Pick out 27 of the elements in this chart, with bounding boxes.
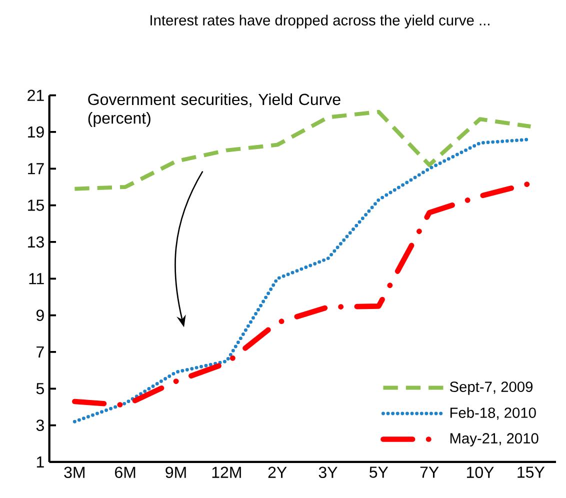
y-tick-label: 5 — [36, 383, 44, 394]
y-tick-label: 19 — [28, 126, 44, 138]
legend-label: Sept-7, 2009 — [450, 382, 533, 395]
legend-label: Feb-18, 2010 — [450, 407, 536, 420]
y-tick-label: 7 — [36, 346, 44, 358]
chart-title: Interest rates have dropped across the yield curve ... — [150, 14, 490, 28]
x-tick-label: 15Y — [518, 466, 545, 478]
legend-label: May-21, 2010 — [450, 433, 538, 446]
x-tick-label: 3Y — [318, 466, 338, 478]
y-tick-label: 21 — [28, 90, 44, 101]
x-tick-label: 12M — [212, 466, 241, 478]
y-tick-label: 1 — [36, 456, 44, 468]
y-tick-label: 11 — [29, 273, 44, 284]
y-tick-label: 13 — [28, 236, 44, 248]
annotation: Government securities, Yield Curve (percent) — [88, 93, 340, 127]
y-tick-label: 15 — [28, 200, 44, 211]
x-tick-label: 5Y — [370, 466, 388, 478]
x-tick-label: 7Y — [420, 466, 439, 478]
x-tick-label: 2Y — [268, 466, 287, 478]
x-tick-label: 6M — [115, 466, 136, 478]
y-tick-label: 3 — [36, 420, 44, 431]
y-tick-label: 17 — [28, 163, 44, 174]
x-tick-label: 3M — [64, 466, 84, 478]
y-tick-label: 9 — [36, 310, 44, 321]
line-series — [72, 110, 533, 191]
x-tick-label: 10Y — [466, 466, 494, 478]
x-tick-label: 9M — [166, 466, 186, 478]
